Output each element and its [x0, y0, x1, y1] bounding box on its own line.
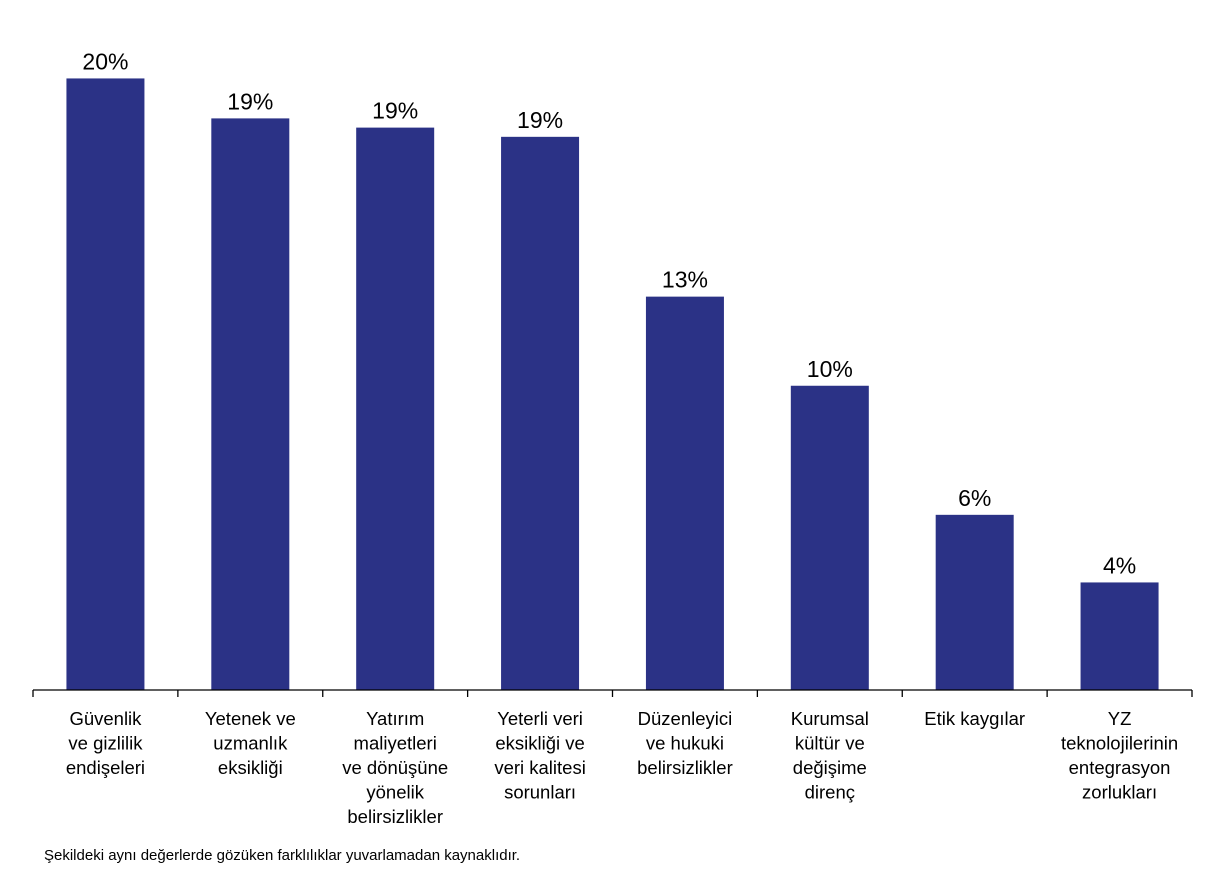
category-label: Etik kaygılar [924, 708, 1025, 729]
bar [66, 78, 145, 690]
category-label: Kurumsal kültür ve değişime direnç [791, 708, 869, 803]
category-label: Güvenlik ve gizlilik endişeleri [66, 708, 145, 778]
data-label: 6% [958, 485, 991, 511]
category-label: Yatırım maliyetleri ve dönüşüne yönelik beli… [342, 708, 448, 827]
category-label: Yeterli veri eksikliği ve veri kalitesi sor… [494, 708, 586, 803]
footnote: Şekildeki aynı değerlerde gözüken farklı… [44, 847, 521, 864]
bar [790, 385, 869, 690]
data-label: 4% [1103, 552, 1136, 578]
bar [501, 136, 580, 690]
data-label: 19% [227, 88, 273, 114]
category-label: YZ teknolojilerinin entegrasyon zorlukları [1061, 708, 1178, 803]
category-label: Düzenleyici ve hukuki belirsizlikler [637, 708, 733, 778]
bar [356, 127, 435, 691]
bar [1080, 582, 1159, 690]
data-label: 19% [372, 98, 418, 124]
bar [211, 118, 290, 690]
data-label: 10% [807, 356, 853, 382]
data-label: 19% [517, 107, 563, 133]
category-label: Yetenek ve uzmanlık eksikliği [205, 708, 296, 778]
data-label: 20% [82, 48, 128, 74]
data-label: 13% [662, 267, 708, 293]
bar [645, 296, 724, 690]
bar [935, 514, 1014, 690]
